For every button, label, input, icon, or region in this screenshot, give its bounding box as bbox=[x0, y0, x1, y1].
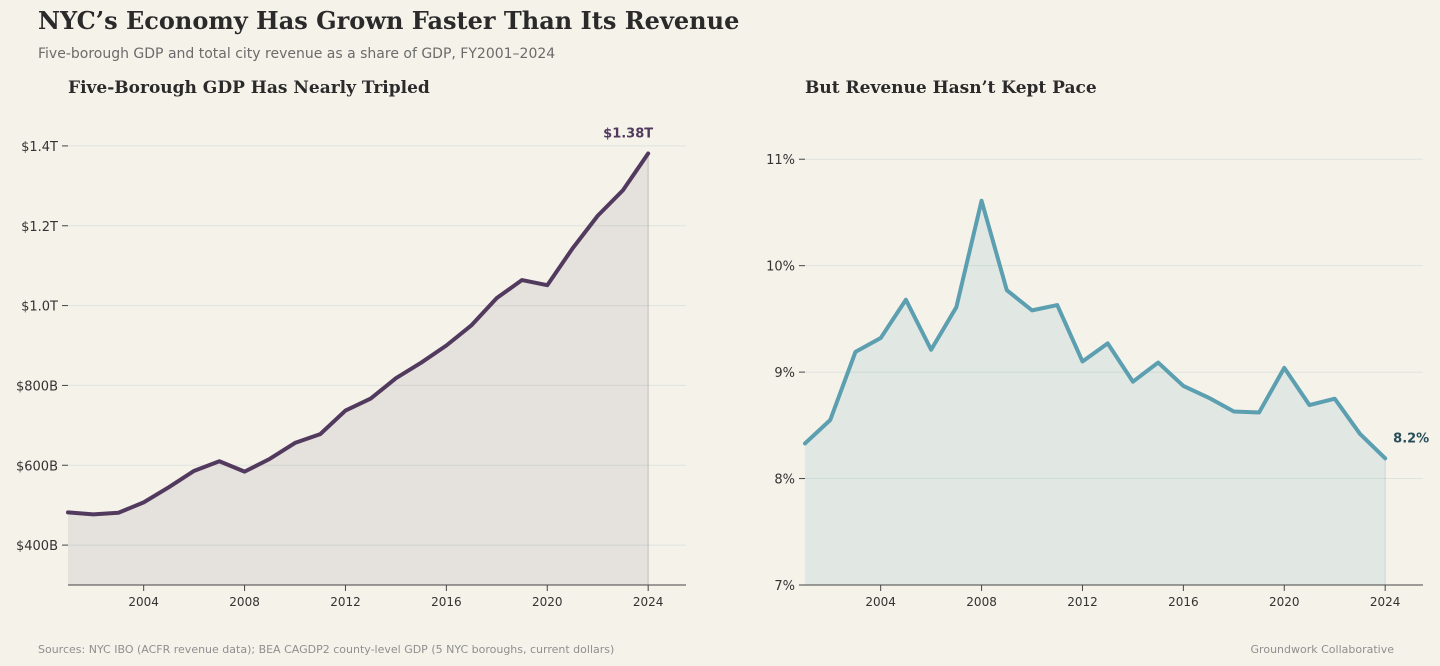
gdp-data-point bbox=[66, 510, 70, 514]
revenue-data-point bbox=[980, 199, 984, 203]
gdp-xtick-label: 2016 bbox=[431, 595, 462, 609]
revenue-xtick-label: 2004 bbox=[865, 595, 896, 609]
revenue-data-point bbox=[853, 350, 857, 354]
gdp-data-point bbox=[394, 376, 398, 380]
revenue-data-point bbox=[1358, 432, 1362, 436]
revenue-data-point bbox=[1207, 396, 1211, 400]
revenue-end-label: 8.2% bbox=[1393, 431, 1429, 446]
revenue-series-line bbox=[803, 198, 1388, 461]
gdp-data-point bbox=[243, 470, 247, 474]
revenue-data-point bbox=[1055, 303, 1059, 307]
credit-note: Groundwork Collaborative bbox=[1250, 643, 1394, 656]
revenue-data-point bbox=[1307, 403, 1311, 407]
gdp-ytick-label: $1.0T bbox=[21, 300, 58, 315]
revenue-ytick-label: 8% bbox=[774, 473, 795, 488]
revenue-xtick-label: 2016 bbox=[1168, 595, 1199, 609]
gdp-data-point bbox=[369, 397, 373, 401]
gdp-data-point bbox=[293, 441, 297, 445]
revenue-area bbox=[805, 200, 1386, 586]
revenue-data-point bbox=[929, 348, 933, 352]
revenue-data-point bbox=[1181, 384, 1185, 388]
revenue-data-point bbox=[1005, 288, 1009, 292]
gdp-data-point bbox=[495, 296, 499, 300]
revenue-xtick-label: 2008 bbox=[966, 595, 997, 609]
gdp-data-point bbox=[116, 511, 120, 515]
revenue-data-point bbox=[1156, 361, 1160, 365]
gdp-data-point bbox=[343, 409, 347, 413]
revenue-xtick-label: 2024 bbox=[1370, 595, 1401, 609]
sources-note: Sources: NYC IBO (ACFR revenue data); BE… bbox=[38, 643, 615, 656]
gdp-data-point bbox=[167, 485, 171, 489]
revenue-data-point bbox=[1383, 456, 1387, 460]
revenue-data-point bbox=[1131, 380, 1135, 384]
gdp-data-point bbox=[91, 512, 95, 516]
gdp-data-point bbox=[142, 500, 146, 504]
gdp-series-line bbox=[66, 151, 651, 517]
revenue-chart-title: But Revenue Hasn’t Kept Pace bbox=[805, 78, 1097, 98]
revenue-data-point bbox=[904, 298, 908, 302]
revenue-data-point bbox=[828, 418, 832, 422]
gdp-data-point bbox=[268, 457, 272, 461]
gdp-data-point bbox=[646, 152, 650, 156]
gdp-data-point bbox=[217, 459, 221, 463]
revenue-ytick-label: 9% bbox=[774, 366, 795, 381]
gdp-ytick-label: $400B bbox=[16, 539, 58, 554]
revenue-data-point bbox=[1106, 341, 1110, 345]
revenue-data-point bbox=[954, 305, 958, 309]
gdp-xtick-label: 2020 bbox=[532, 595, 563, 609]
revenue-data-point bbox=[879, 336, 883, 340]
revenue-ytick-label: 10% bbox=[766, 260, 795, 275]
gdp-data-point bbox=[545, 283, 549, 287]
revenue-data-point bbox=[803, 441, 807, 445]
gdp-ytick-label: $1.2T bbox=[21, 220, 58, 235]
gdp-chart-title: Five-Borough GDP Has Nearly Tripled bbox=[68, 78, 430, 98]
revenue-data-point bbox=[1257, 411, 1261, 415]
revenue-data-point bbox=[1232, 409, 1236, 413]
gdp-data-point bbox=[419, 361, 423, 365]
gdp-data-point bbox=[570, 247, 574, 251]
revenue-ytick-label: 11% bbox=[766, 153, 795, 168]
page-title: NYC’s Economy Has Grown Faster Than Its … bbox=[38, 6, 740, 35]
gdp-ytick-label: $1.4T bbox=[21, 140, 58, 155]
page-subtitle: Five-borough GDP and total city revenue … bbox=[38, 46, 556, 62]
gdp-xtick-label: 2024 bbox=[633, 595, 664, 609]
gdp-chart: $400B $600B $800B $1.0T $1.2T $1.4T 2004 2008 20… bbox=[16, 127, 686, 609]
gdp-ytick-label: $600B bbox=[16, 459, 58, 474]
gdp-data-point bbox=[621, 188, 625, 192]
gdp-xtick-label: 2012 bbox=[330, 595, 361, 609]
revenue-xtick-label: 2020 bbox=[1269, 595, 1300, 609]
gdp-xtick-label: 2004 bbox=[128, 595, 159, 609]
gdp-data-point bbox=[596, 214, 600, 218]
revenue-xtick-label: 2012 bbox=[1067, 595, 1098, 609]
gdp-xtick-label: 2008 bbox=[229, 595, 260, 609]
gdp-end-label: $1.38T bbox=[603, 127, 653, 142]
revenue-ytick-label: 7% bbox=[774, 579, 795, 594]
gdp-area bbox=[68, 153, 649, 585]
revenue-chart: 7% 8% 9% 10% 11% 2004 2008 2012 2016 2020 2024 8.2% bbox=[766, 153, 1429, 609]
revenue-data-point bbox=[1030, 308, 1034, 312]
gdp-data-point bbox=[318, 432, 322, 436]
gdp-data-point bbox=[444, 344, 448, 348]
gdp-data-point bbox=[520, 278, 524, 282]
revenue-data-point bbox=[1282, 366, 1286, 370]
gdp-data-point bbox=[470, 323, 474, 327]
revenue-data-point bbox=[1333, 397, 1337, 401]
gdp-ytick-label: $800B bbox=[16, 379, 58, 394]
revenue-data-point bbox=[1080, 359, 1084, 363]
gdp-data-point bbox=[192, 469, 196, 473]
